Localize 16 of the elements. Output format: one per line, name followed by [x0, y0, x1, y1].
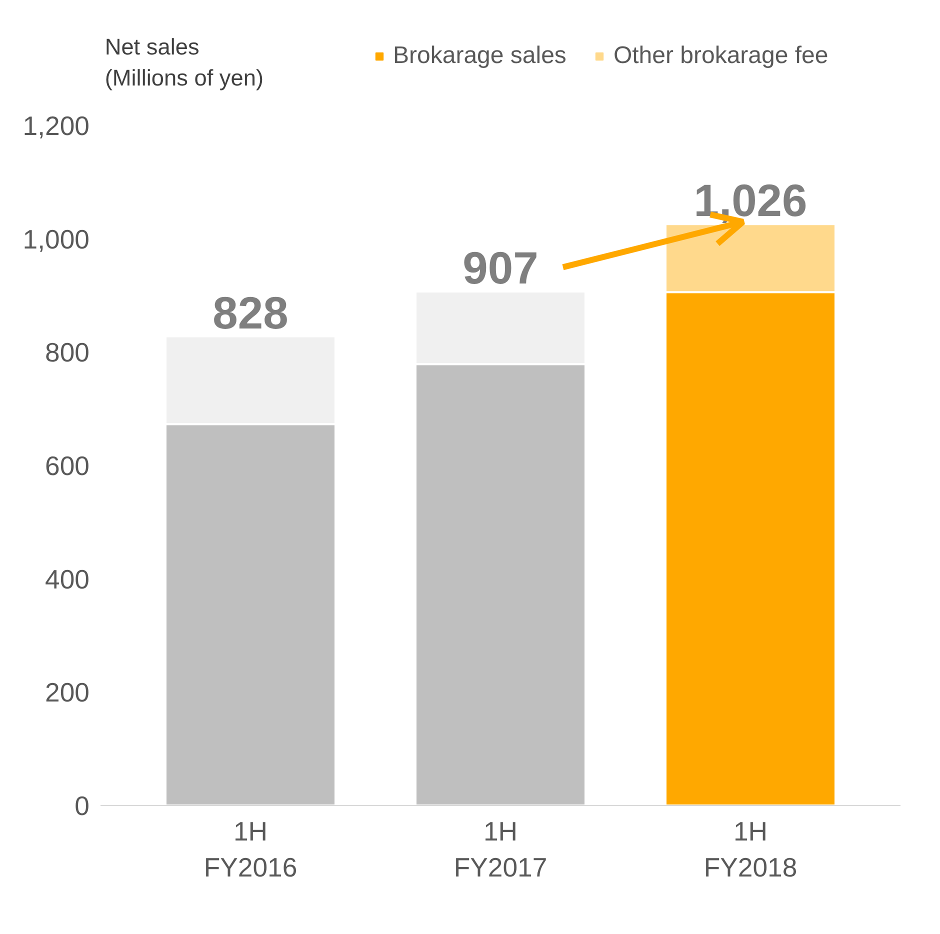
x-tick-label: 1H FY2017 — [454, 816, 548, 882]
total-label: 907 — [462, 242, 538, 294]
total-label: 828 — [212, 287, 288, 338]
legend-label: Other brokarage fee — [613, 42, 828, 70]
x-tick-label: 1H FY2018 — [704, 816, 798, 882]
legend-label: Brokarage sales — [393, 42, 566, 70]
x-tick-label: 1H FY2016 — [204, 816, 298, 882]
total-label: 1,026 — [694, 175, 808, 226]
y-tick-label: 1,000 — [22, 224, 90, 254]
y-tick-label: 600 — [45, 451, 90, 481]
y-tick-label: 800 — [45, 338, 90, 368]
y-tick-label: 1,200 — [22, 111, 90, 141]
y-axis-title: Net sales (Millions of yen) — [104, 33, 264, 90]
y-tick-label: 200 — [45, 678, 90, 708]
y-tick-label: 0 — [74, 791, 90, 821]
y-tick-label: 400 — [45, 564, 90, 594]
